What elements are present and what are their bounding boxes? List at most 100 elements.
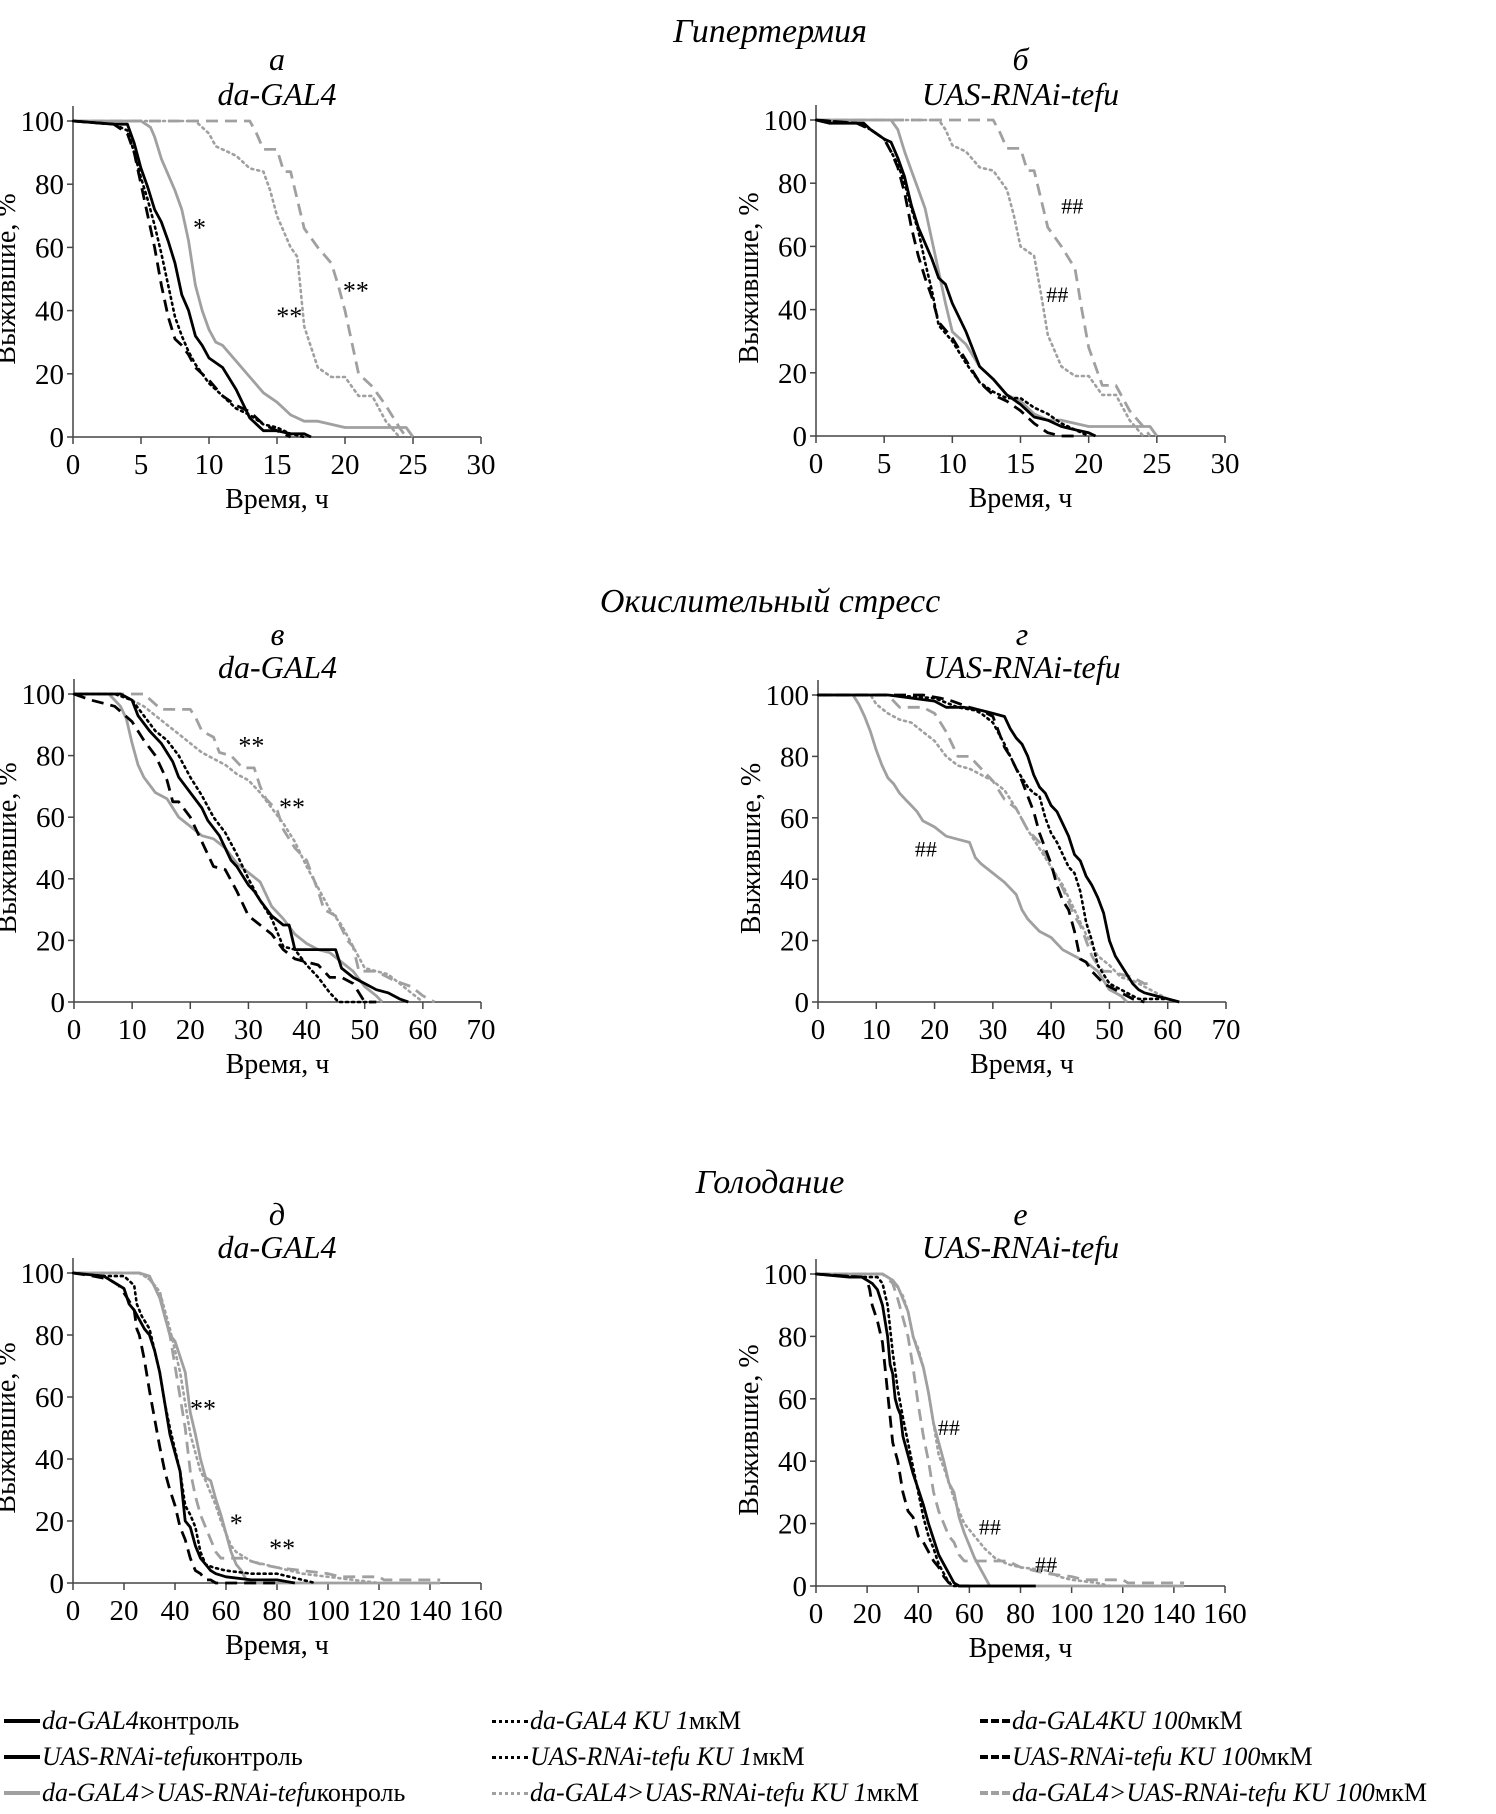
x-tick-label: 50 (350, 1014, 379, 1046)
legend-swatch-solid-black (4, 1755, 40, 1759)
series-line (816, 693, 1181, 1004)
x-tick-label: 160 (1203, 1598, 1247, 1630)
legend-swatch-dashed-black (980, 1755, 1010, 1759)
legend-swatch-dotted-gray (492, 1791, 528, 1795)
y-tick-label: 100 (764, 105, 808, 137)
series-line (72, 119, 312, 439)
x-tick-label: 20 (853, 1598, 882, 1630)
panel-title: da-GAL4 (217, 1229, 336, 1265)
x-tick-label: 0 (67, 1014, 82, 1046)
series-line (72, 692, 372, 1004)
series-line (814, 1272, 961, 1588)
x-tick-label: 10 (862, 1014, 891, 1046)
x-tick-label: 160 (459, 1595, 503, 1627)
y-axis-label: Выжившие, % (736, 763, 767, 934)
series-line (814, 118, 1145, 438)
legend-swatch-solid-gray (4, 1791, 40, 1795)
y-tick-label: 0 (795, 987, 810, 1019)
x-tick-label: 30 (978, 1014, 1007, 1046)
y-tick-label: 40 (778, 1446, 807, 1478)
series-line (72, 119, 292, 439)
x-tick-label: 60 (1153, 1014, 1182, 1046)
y-tick-label: 20 (35, 359, 64, 391)
series-line (71, 1271, 317, 1585)
x-tick-label: 140 (408, 1595, 452, 1627)
y-tick-label: 40 (35, 1444, 64, 1476)
x-axis-label: Время, ч (226, 1049, 330, 1080)
legend-suffix: контроль (202, 1742, 303, 1771)
y-tick-label: 0 (50, 422, 65, 454)
legend-label: UAS-RNAi-tefu (42, 1742, 203, 1771)
y-tick-label: 80 (780, 741, 809, 773)
significance-annotation: ** (279, 793, 305, 822)
series-line (815, 1272, 970, 1588)
x-axis-label: Время, ч (970, 1049, 1074, 1080)
legend-suffix: мкМ (752, 1742, 805, 1771)
panel-a: аda-GAL4 0 20 40 60 80 100 0 5 10 15 20 25 30 Время, ч… (0, 41, 496, 515)
x-tick-label: 40 (292, 1014, 321, 1046)
panel-letter: а (269, 41, 285, 77)
series-line (73, 119, 415, 438)
y-tick-label: 100 (21, 1258, 65, 1290)
legend-swatch-dashed-black (980, 1719, 1010, 1723)
legend-suffix: мкМ (1190, 1706, 1243, 1735)
significance-annotation: * (230, 1509, 243, 1538)
x-tick-label: 30 (467, 449, 496, 481)
series-line (74, 692, 384, 1003)
x-tick-label: 70 (1212, 1014, 1241, 1046)
significance-annotation: ## (938, 1415, 960, 1440)
y-tick-label: 20 (778, 1509, 807, 1541)
y-tick-label: 20 (778, 358, 807, 390)
legend-swatch-dashed-gray (980, 1791, 1010, 1795)
legend-suffix: мкМ (688, 1706, 742, 1735)
series-line (73, 1271, 441, 1582)
y-axis-label: Выжившие, % (0, 1342, 22, 1513)
x-tick-label: 25 (1142, 448, 1171, 480)
legend-label: da-GAL4>UAS-RNAi-tefu (42, 1778, 317, 1807)
y-tick-label: 80 (35, 1320, 64, 1352)
y-axis-label: Выжившие, % (734, 1344, 765, 1515)
x-tick-label: 0 (66, 449, 81, 481)
series-line (818, 693, 1151, 985)
x-tick-label: 60 (408, 1014, 437, 1046)
y-tick-label: 60 (35, 1382, 64, 1414)
legend-suffix: контроль (138, 1706, 240, 1735)
panel-title: da-GAL4 (218, 649, 337, 685)
y-tick-label: 40 (36, 864, 65, 896)
panel-title: da-GAL4 (217, 76, 336, 112)
y-tick-label: 100 (764, 1259, 808, 1291)
x-tick-label: 5 (134, 449, 149, 481)
legend-item: da-GAL4 контроль (4, 1706, 239, 1736)
legend-item: UAS-RNAi-tefu KU 1 мкМ (492, 1742, 805, 1772)
y-tick-label: 60 (778, 231, 807, 263)
series-line (73, 119, 408, 438)
legend-suffix: конроль (316, 1778, 406, 1807)
legend-suffix: мкМ (866, 1778, 919, 1807)
series-line (814, 1272, 1112, 1588)
x-tick-label: 20 (1074, 448, 1103, 480)
x-tick-label: 30 (234, 1014, 263, 1046)
x-tick-label: 5 (877, 448, 892, 480)
y-tick-label: 20 (780, 926, 809, 958)
y-tick-label: 100 (766, 680, 810, 712)
legend-label: UAS-RNAi-tefu KU 100 (1012, 1742, 1261, 1771)
legend: da-GAL4 контроль UAS-RNAi-tefu контроль … (0, 1700, 1496, 1814)
x-tick-label: 0 (811, 1014, 826, 1046)
series-line (73, 692, 377, 1004)
legend-label: da-GAL4>UAS-RNAi-tefu KU 1 (530, 1778, 867, 1807)
y-tick-label: 0 (51, 987, 66, 1019)
series-line (816, 118, 1152, 437)
x-tick-label: 25 (399, 449, 428, 481)
x-tick-label: 30 (1211, 448, 1240, 480)
x-tick-label: 70 (467, 1014, 496, 1046)
legend-item: da-GAL4>UAS-RNAi-tefu KU 1 мкМ (492, 1778, 919, 1808)
series-line (71, 1271, 381, 1585)
series-line (815, 1272, 1036, 1588)
significance-annotation: * (193, 213, 206, 242)
legend-item: da-GAL4>UAS-RNAi-tefu конроль (4, 1778, 405, 1808)
legend-swatch-dotted-black (492, 1719, 528, 1723)
x-tick-label: 100 (1050, 1598, 1094, 1630)
